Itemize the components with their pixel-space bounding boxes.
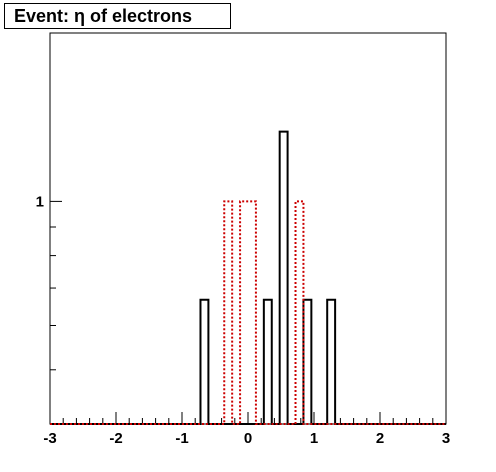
histogram-series-2 <box>50 200 446 425</box>
histogram-bar <box>296 201 304 424</box>
x-tick-label: -2 <box>109 430 122 447</box>
histogram-bar <box>224 201 232 424</box>
histogram-bar <box>303 300 311 424</box>
x-tick-label: 3 <box>442 430 450 447</box>
histogram-bar <box>280 132 288 424</box>
histogram-bar <box>327 300 335 424</box>
histogram-bar <box>200 300 208 424</box>
x-tick-label: 1 <box>310 430 318 447</box>
histogram-series-1 <box>50 130 446 425</box>
histogram-bar <box>240 201 256 424</box>
x-tick-label: -1 <box>175 430 188 447</box>
x-tick-label: 2 <box>376 430 384 447</box>
chart-title: Event: η of electrons <box>4 3 231 29</box>
x-tick-label: -3 <box>43 430 56 447</box>
y-tick-label: 1 <box>36 193 44 210</box>
histogram-bar <box>264 300 272 424</box>
x-tick-label: 0 <box>244 430 252 447</box>
